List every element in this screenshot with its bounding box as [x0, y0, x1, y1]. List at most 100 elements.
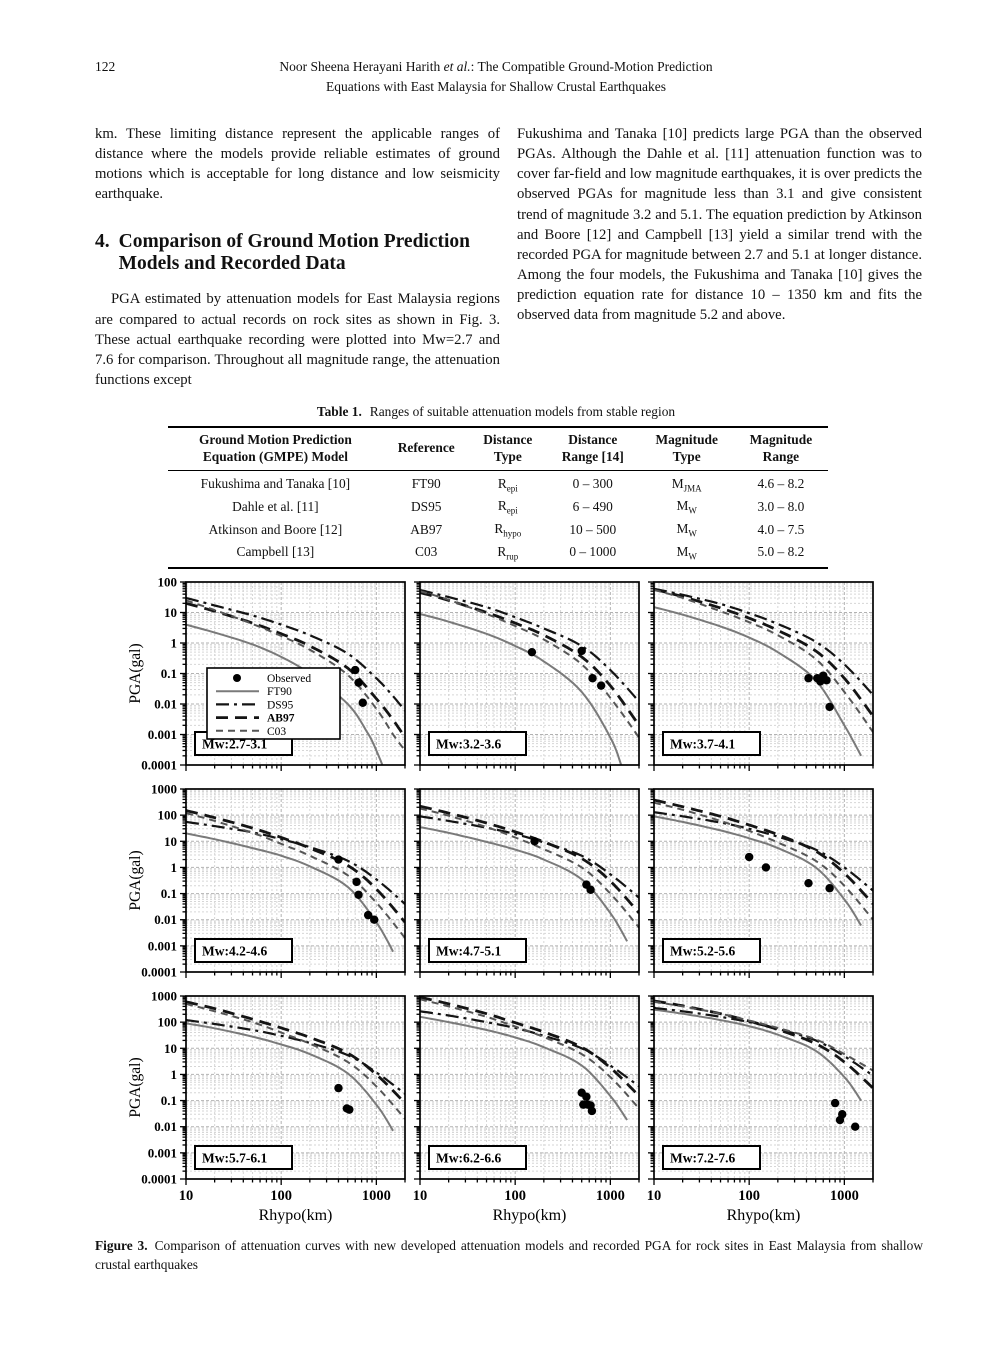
- figure-caption: Figure 3. Comparison of attenuation curve…: [95, 1236, 923, 1275]
- figure-row-2: 1000 100 10 1 0.1 0.01 0.001 0.0001 PGA(gal) 10 10…: [128, 990, 878, 1227]
- table-header-col-4: Magnitude Type: [655, 432, 718, 464]
- y-tick-label: 10: [164, 1041, 177, 1056]
- table-caption-text: Ranges of suitable attenuation models fr…: [369, 404, 676, 419]
- table-caption: Table 1. Ranges of suitable attenuation m…: [0, 404, 992, 420]
- curve-ft90: [654, 1008, 862, 1102]
- curve-c03: [420, 590, 639, 739]
- observed-point: [358, 698, 367, 707]
- curve-ab97: [420, 996, 639, 1097]
- y-tick-label: 0.1: [161, 1093, 177, 1108]
- curve-ds95: [654, 587, 873, 696]
- cell-magnitude-type: MW: [676, 498, 697, 516]
- y-tick-label: 0.001: [148, 938, 177, 953]
- observed-point: [804, 878, 813, 888]
- curve-ft90: [420, 826, 628, 942]
- running-title-line1: : The Compatible Ground-Motion Predictio…: [470, 59, 713, 74]
- cell-reference: AB97: [410, 521, 443, 537]
- running-title: Noor Sheena Herayani Harith et al.: The …: [0, 57, 992, 96]
- observed-point: [370, 915, 379, 924]
- subplot-3.2-3.6: Mw:3.2-3.6: [414, 581, 640, 771]
- page-header: 122 Noor Sheena Herayani Harith et al.: …: [0, 57, 992, 96]
- observed-point: [582, 1092, 591, 1101]
- magnitude-range-label: Mw:3.7-4.1: [670, 737, 735, 752]
- magnitude-range-label: Mw:5.2-5.6: [670, 944, 735, 959]
- figure-row-1: 1000 100 10 1 0.1 0.01 0.001 0.0001 PGA(gal) Mw:4…: [128, 783, 878, 980]
- x-axis-label: Rhypo(km): [259, 1207, 333, 1224]
- section-heading: 4. Comparison of Ground Motion Predictio…: [95, 231, 500, 276]
- x-tick-label: 1000: [362, 1188, 391, 1204]
- observed-point: [334, 855, 343, 864]
- x-tick-label: 10: [179, 1188, 194, 1204]
- x-tick-label: 100: [738, 1188, 760, 1204]
- cell-distance-range: 0 – 1000: [569, 544, 617, 560]
- observed-point: [804, 674, 813, 683]
- y-tick-label: 10: [164, 834, 177, 849]
- cell-magnitude-range: 4.0 – 7.5: [757, 521, 805, 537]
- right-column: Fukushima and Tanaka [10] predicts large…: [517, 124, 922, 390]
- figure-caption-label: Figure 3.: [95, 1238, 148, 1253]
- cell-distance-type: Repi: [497, 498, 518, 516]
- curve-c03: [186, 812, 405, 939]
- gmpe-table-body: Fukushima and Tanaka [10] FT90 Repi 0 – 300…: [168, 470, 828, 569]
- observed-point: [586, 885, 595, 894]
- two-column-body: km. These limiting distance represent th…: [95, 124, 922, 390]
- curve-ab97: [186, 1000, 405, 1105]
- cell-distance-type: Rhypo: [494, 520, 522, 539]
- subplot-5.2-5.6: Mw:5.2-5.6: [648, 788, 874, 978]
- curve-ab97: [654, 798, 873, 905]
- figure-caption-text: Comparison of attenuation curves with ne…: [95, 1238, 923, 1273]
- cell-distance-range: 10 – 500: [569, 521, 617, 537]
- legend-label-c03: C03: [267, 726, 286, 738]
- subplot-4.2-4.6: 1000 100 10 1 0.1 0.01 0.001 0.0001 PGA(gal) Mw:4…: [128, 783, 406, 980]
- table-header-col-1: Reference: [397, 440, 455, 456]
- curve-c03: [654, 588, 873, 733]
- x-tick-label: 1000: [830, 1188, 859, 1204]
- left-column: km. These limiting distance represent th…: [95, 124, 500, 390]
- observed-point: [830, 1098, 840, 1108]
- cell-magnitude-range: 4.6 – 8.2: [757, 476, 805, 492]
- right-paragraph-1: Fukushima and Tanaka [10] predicts large…: [517, 126, 922, 324]
- observed-point: [835, 1115, 845, 1125]
- observed-point: [744, 852, 754, 862]
- left-paragraph-1: km. These limiting distance represent th…: [95, 126, 500, 203]
- y-tick-label: 1: [171, 860, 178, 875]
- figure-row-0: 100 10 1 0.1 0.01 0.001 0.0001 PGA(gal) Mw:2.7-3…: [128, 576, 878, 773]
- x-tick-label: 100: [270, 1188, 292, 1204]
- observed-point: [363, 910, 373, 920]
- subplot-5.7-6.1: 1000 100 10 1 0.1 0.01 0.001 0.0001 PGA(gal) 10 10…: [128, 990, 406, 1224]
- observed-point: [587, 1106, 597, 1116]
- table-row: Dahle et al. [11] DS95 Repi 6 – 490 MW 3.0 – …: [168, 496, 828, 519]
- cell-magnitude-range: 3.0 – 8.0: [757, 499, 805, 514]
- subplot-6.2-6.6: 10 100 1000 Rhypo(km) Mw:6.2-6.6: [413, 995, 640, 1224]
- table-header-col-2: Distance Type: [483, 432, 533, 464]
- cell-magnitude-type: MJMA: [671, 475, 702, 494]
- cell-magnitude-range: 5.0 – 8.2: [757, 544, 805, 560]
- y-axis-label: PGA(gal): [128, 643, 144, 703]
- x-tick-label: 1000: [596, 1188, 625, 1204]
- curve-ft90: [654, 606, 862, 757]
- magnitude-range-label: Mw:3.2-3.6: [436, 737, 501, 752]
- observed-point: [345, 1105, 354, 1114]
- curve-ab97: [420, 804, 639, 914]
- curve-ds95: [186, 596, 405, 712]
- running-title-etal: et al.: [443, 59, 471, 74]
- y-tick-label: 0.0001: [141, 1172, 177, 1187]
- legend-label-ft90: FT90: [267, 686, 292, 698]
- observed-point: [761, 863, 771, 872]
- observed-point: [334, 1083, 343, 1093]
- x-axis-label: Rhypo(km): [493, 1207, 567, 1224]
- y-tick-label: 0.0001: [141, 758, 177, 773]
- magnitude-range-label: Mw:4.7-5.1: [436, 944, 501, 959]
- observed-point: [351, 665, 360, 675]
- observed-point: [588, 674, 597, 683]
- observed-point: [825, 884, 834, 893]
- cell-distance-range: 6 – 490: [572, 499, 613, 514]
- y-axis-label: PGA(gal): [128, 1057, 144, 1117]
- y-tick-label: 0.001: [148, 727, 177, 742]
- left-paragraph-2: PGA estimated by attenuation models for …: [95, 291, 500, 388]
- observed-point: [850, 1122, 860, 1131]
- curve-c03: [186, 599, 405, 752]
- y-tick-label: 1: [171, 636, 178, 651]
- y-tick-label: 100: [158, 576, 178, 590]
- y-tick-label: 1000: [151, 783, 177, 797]
